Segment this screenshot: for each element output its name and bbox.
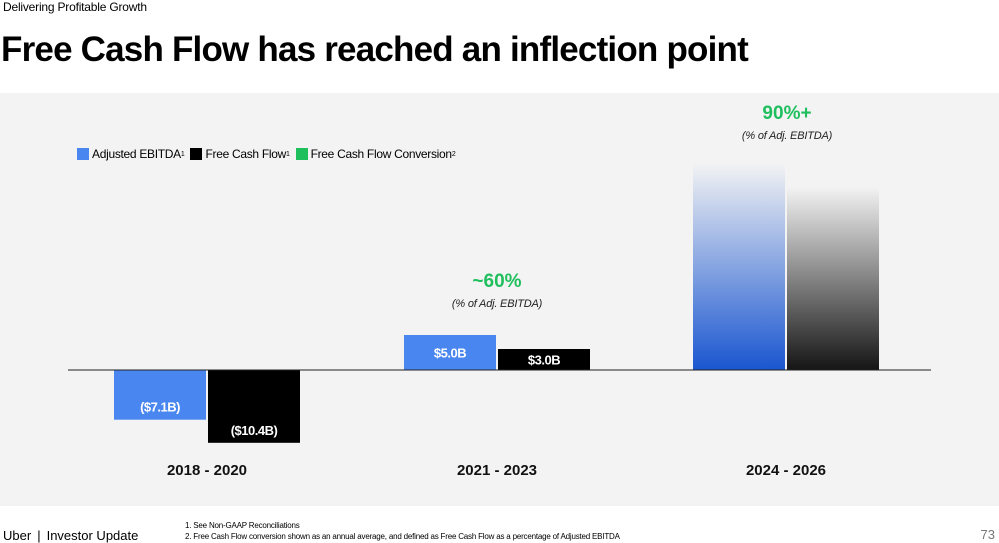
category-label: 2018 - 2020	[167, 462, 247, 479]
brand-name: Uber	[3, 528, 32, 543]
eyebrow-text: Delivering Profitable Growth	[3, 0, 147, 14]
bar-free-cash-flow-1	[498, 349, 590, 370]
legend-label: Free Cash Flow Conversion	[310, 147, 453, 161]
conversion-value: ~60%	[472, 271, 522, 292]
footnotes: 1. See Non-GAAP Reconciliations 2. Free …	[185, 520, 620, 542]
brand-separator: |	[37, 528, 41, 543]
bar-value-label: ($7.1B)	[140, 400, 180, 415]
bar-value-label: $3.0B	[528, 353, 560, 368]
page-title: Free Cash Flow has reached an inflection…	[1, 30, 749, 69]
bar-value-label: ($10.4B)	[231, 423, 278, 438]
legend-swatch-black	[190, 148, 203, 160]
conversion-value: 90%+	[762, 103, 812, 124]
footnote-2: 2. Free Cash Flow conversion shown as an…	[185, 532, 620, 541]
conversion-callout-2024-2026: 90%+ (% of Adj. EBITDA)	[742, 103, 832, 142]
legend-label: Adjusted EBITDA	[92, 147, 181, 161]
legend-item-fcf-conversion: Free Cash Flow Conversion 2	[295, 147, 456, 161]
legend-swatch-blue	[77, 148, 89, 160]
legend-label: Free Cash Flow	[205, 147, 286, 161]
conversion-note: (% of Adj. EBITDA)	[451, 298, 543, 310]
legend-swatch-green	[295, 148, 308, 160]
bar-adjusted-ebitda-0	[114, 370, 206, 420]
bar-adjusted-ebitda-2	[693, 163, 785, 370]
bar-value-label: $5.0B	[434, 346, 466, 361]
brand-subtitle: Investor Update	[46, 528, 139, 543]
bar-free-cash-flow-0	[208, 370, 300, 443]
category-label: 2024 - 2026	[746, 462, 826, 479]
conversion-note: (% of Adj. EBITDA)	[741, 130, 833, 142]
footnote-1: 1. See Non-GAAP Reconciliations	[185, 521, 300, 530]
footer-brand: Uber | Investor Update	[3, 528, 138, 543]
page-number: 73	[980, 527, 995, 542]
bar-adjusted-ebitda-1	[404, 335, 496, 370]
category-label: 2021 - 2023	[457, 462, 537, 479]
legend-item-adjusted-ebitda: Adjusted EBITDA 1	[77, 147, 185, 161]
bar-free-cash-flow-2	[787, 187, 879, 370]
legend-item-free-cash-flow: Free Cash Flow 1	[190, 147, 290, 161]
conversion-callout-2021-2023: ~60% (% of Adj. EBITDA)	[452, 271, 542, 310]
legend: Adjusted EBITDA 1 Free Cash Flow 1 Free Ca…	[77, 147, 461, 161]
